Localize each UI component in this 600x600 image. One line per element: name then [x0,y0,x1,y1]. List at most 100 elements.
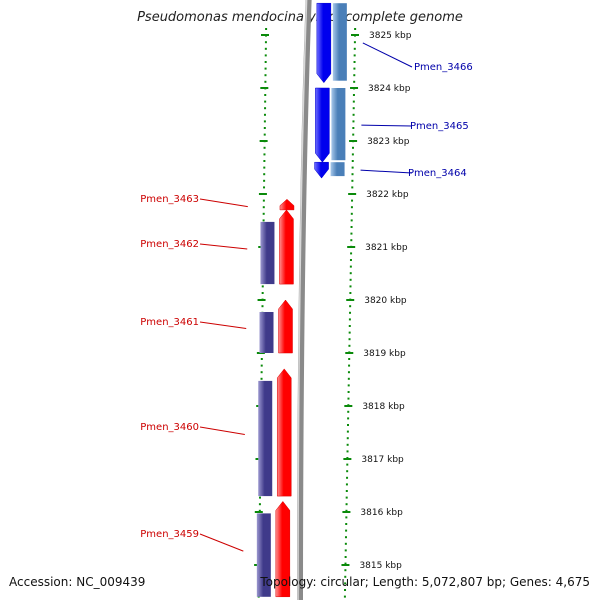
gene-arrow-Pmen_3464[interactable] [314,161,329,179]
label-layer: Pmen_3466 Pmen_3465 Pmen_3464 Pmen_3463 Pmen… [140,42,473,552]
gene-arrow-Pmen_3461[interactable] [278,299,293,354]
genome-title: Pseudomonas mendocina ymp, complete geno… [137,10,463,25]
minor-tick-right [346,424,349,426]
minor-tick-right [349,305,352,308]
minor-tick-right [353,80,356,83]
gene-label-Pmen_3463[interactable]: Pmen_3463 [140,194,199,205]
leader-line [361,124,413,127]
leader-line [199,321,247,329]
minor-tick-right [353,61,356,63]
minor-tick-right [353,54,356,57]
minor-tick-right [349,285,352,288]
minor-tick-right [350,232,353,235]
minor-tick-left [263,153,266,156]
minor-tick-left [260,364,263,367]
gene-label-Pmen_3464[interactable]: Pmen_3464 [408,168,467,179]
major-tick-left [261,34,269,36]
minor-tick-left [263,179,266,182]
gene-arrow-Pmen_3460[interactable] [276,368,292,497]
gene-label-Pmen_3462[interactable]: Pmen_3462 [140,239,199,250]
minor-tick-right [351,173,354,176]
minor-tick-left [263,166,266,169]
minor-tick-right [352,107,355,110]
minor-tick-left [258,509,261,512]
minor-tick-left [263,133,266,136]
major-tick-right [349,140,358,142]
minor-tick-right [349,292,352,294]
orf-bar [259,312,274,353]
leader-line [199,243,248,250]
minor-tick-right [347,397,350,400]
minor-tick-left [264,47,267,50]
minor-tick-right [352,133,355,136]
minor-tick-left [261,292,264,294]
gene-arrow-Pmen_3463[interactable] [279,198,295,211]
ruler-label: 3819 kbp [363,349,406,359]
minor-tick-right [345,490,348,492]
gene-label-Pmen_3461[interactable]: Pmen_3461 [140,317,199,328]
backbone-highlight [297,0,308,600]
leader-line [199,533,244,552]
gene-label-Pmen_3465[interactable]: Pmen_3465 [410,121,469,132]
minor-tick-right [351,166,354,169]
minor-tick-right [351,186,354,189]
gene-label-Pmen_3460[interactable]: Pmen_3460 [140,422,199,433]
minor-tick-left [264,41,267,44]
minor-tick-left [261,285,264,288]
gene-arrow-Pmen_3465[interactable] [315,87,330,163]
minor-tick-left [264,74,267,77]
minor-tick-left [264,54,267,57]
summary-text: Topology: circular; Length: 5,072,807 bp… [260,575,590,589]
minor-tick-left [264,67,267,70]
minor-tick-left [264,107,267,110]
minor-tick-right [348,338,351,341]
minor-tick-left [263,160,266,162]
minor-tick-right [347,417,350,420]
minor-tick-right [353,47,356,50]
minor-tick-right [344,556,347,558]
minor-tick-right [347,410,350,413]
minor-tick-right [350,239,353,242]
backbone-line [297,0,312,600]
major-tick-left [259,140,268,142]
minor-tick-right [352,100,355,103]
major-tick-right [348,193,357,195]
ruler-label: 3815 kbp [359,561,402,571]
minor-tick-left [262,199,265,202]
ruler-label: 3824 kbp [368,84,411,94]
minor-tick-right [344,582,347,585]
minor-tick-left [258,503,261,506]
minor-tick-right [346,476,349,479]
orf-bar [330,162,345,177]
minor-tick-left [263,113,266,116]
minor-tick-right [345,483,348,486]
minor-tick-right [346,430,349,433]
gene-arrow-Pmen_3462[interactable] [279,209,294,285]
ruler-label: 3821 kbp [365,243,408,253]
gene-arrow-Pmen_3466[interactable] [316,2,332,84]
major-tick-right [346,299,355,301]
accession-text: Accession: NC_009439 [9,575,146,589]
minor-tick-right [349,278,352,281]
gene-label-Pmen_3459[interactable]: Pmen_3459 [140,529,199,540]
orf-bar [332,3,347,81]
minor-tick-right [348,325,351,327]
minor-tick-right [350,206,353,209]
minor-tick-left [264,100,267,103]
minor-tick-left [264,80,267,83]
minor-tick-right [345,509,348,512]
minor-tick-left [263,146,266,149]
gene-label-Pmen_3466[interactable]: Pmen_3466 [414,62,473,73]
minor-tick-right [345,516,348,519]
minor-tick-right [350,252,353,255]
minor-tick-left [263,120,266,123]
minor-tick-right [344,562,347,565]
gene-arrow-Pmen_3459[interactable] [275,500,291,598]
minor-tick-right [343,595,346,598]
minor-tick-right [351,160,354,162]
minor-tick-right [348,344,351,347]
major-tick-left [260,87,269,89]
minor-tick-right [352,127,355,129]
minor-tick-left [261,305,264,308]
